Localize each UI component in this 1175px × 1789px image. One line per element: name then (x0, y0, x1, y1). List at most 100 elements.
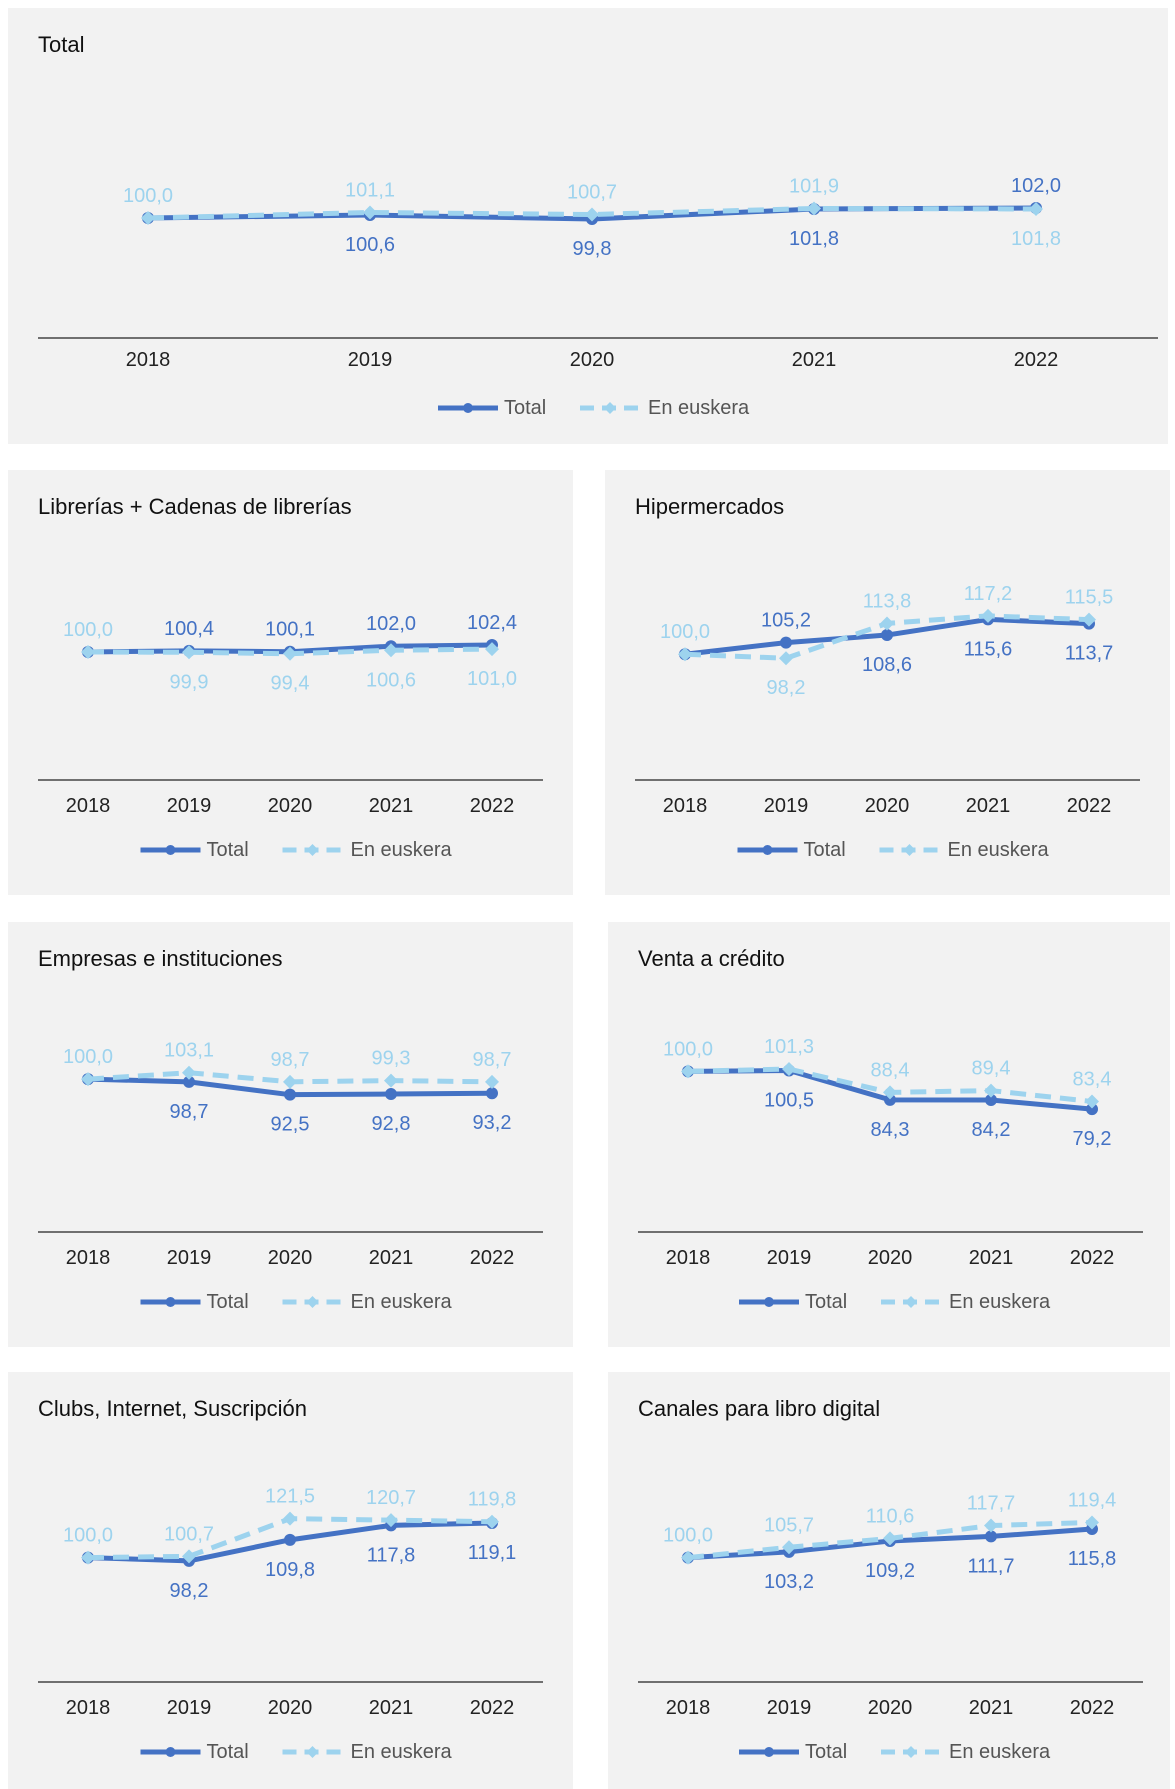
data-label-total: 103,2 (764, 1571, 814, 1593)
series-total-point (183, 1075, 195, 1088)
data-label-total: 108,6 (862, 654, 912, 676)
legend-euskera-label: En euskera (351, 1741, 453, 1763)
x-tick-label: 2018 (663, 795, 708, 817)
series-euskera-point (485, 642, 499, 657)
x-tick-label: 2022 (1067, 795, 1112, 817)
x-tick-label: 2018 (66, 795, 111, 817)
series-euskera-point (384, 1073, 398, 1088)
series-euskera-point (141, 211, 155, 225)
series-euskera-point (1082, 612, 1096, 627)
data-label-euskera: 119,4 (1068, 1489, 1117, 1511)
series-euskera-point (984, 1518, 998, 1533)
legend: Total En euskera (739, 1741, 1051, 1763)
data-label-total: 102,0 (366, 613, 416, 635)
data-label-euskera: 120,7 (366, 1487, 416, 1509)
chart-svg: 2018 2019 2020 2021 2022 100,5 84,3 84,2 79,2 100… (638, 1036, 1143, 1313)
data-label-euskera: 100,6 (366, 669, 416, 691)
legend-euskera-label: En euskera (351, 1291, 453, 1313)
data-label-total: 79,2 (1073, 1128, 1112, 1150)
data-label-euskera: 110,6 (866, 1505, 915, 1527)
legend: Total En euskera (140, 1291, 453, 1313)
series-total-point (1086, 1103, 1098, 1116)
x-tick-label: 2022 (470, 1697, 515, 1719)
data-label-total: 98,2 (170, 1580, 209, 1602)
data-label-euskera: 117,7 (967, 1493, 1016, 1515)
legend-total-marker (463, 403, 473, 413)
data-label-euskera: 101,0 (467, 668, 517, 690)
series-euskera-point (585, 207, 599, 222)
legend-total-label: Total (805, 1291, 847, 1313)
x-tick-label: 2021 (792, 349, 837, 371)
x-tick-label: 2020 (865, 795, 910, 817)
data-label-euskera: 83,4 (1073, 1068, 1112, 1090)
series-euskera-point (883, 1085, 897, 1100)
chart-title: Empresas e instituciones (38, 946, 283, 971)
data-label-euskera: 119,8 (468, 1489, 517, 1511)
chart-panel: Clubs, Internet, Suscripción 2018 2019 2020… (8, 1372, 573, 1789)
data-label-euskera: 99,9 (170, 671, 209, 693)
data-label-total: 100,6 (345, 234, 395, 256)
x-tick-label: 2021 (369, 1247, 414, 1269)
x-tick-label: 2019 (167, 1247, 212, 1269)
x-tick-label: 2022 (470, 1247, 515, 1269)
data-label-total: 115,6 (964, 638, 1013, 660)
legend-total-label: Total (207, 1741, 249, 1763)
series-euskera-point (681, 1550, 695, 1565)
series-euskera-point (81, 1072, 95, 1087)
x-tick-label: 2022 (1070, 1247, 1115, 1269)
legend-total-label: Total (504, 397, 546, 419)
legend-euskera-marker (306, 1746, 319, 1758)
series-euskera-point (485, 1074, 499, 1089)
series-euskera-point (384, 1513, 398, 1528)
data-label-total: 117,8 (367, 1544, 416, 1566)
series-total-point (881, 629, 893, 642)
series-euskera-point (681, 1064, 695, 1079)
chart-svg: 2018 2019 2020 2021 2022 103,2 109,2 111,7 115,8… (638, 1489, 1143, 1763)
legend: Total En euskera (140, 839, 453, 861)
data-label-euskera: 113,8 (863, 590, 912, 612)
series-euskera-point (182, 645, 196, 660)
data-label-total: 100,1 (265, 619, 315, 641)
series-euskera-point (81, 645, 95, 659)
x-tick-label: 2020 (570, 349, 615, 371)
data-label-euskera: 100,0 (123, 185, 173, 207)
data-label-euskera: 88,4 (871, 1059, 910, 1081)
legend-total-label: Total (207, 839, 249, 861)
series-euskera-point (283, 646, 297, 661)
data-label-euskera: 101,3 (764, 1036, 814, 1058)
chart-panel: Venta a crédito 2018 2019 2020 2021 2022 100,5… (608, 922, 1170, 1347)
series-euskera-point (984, 1083, 998, 1098)
data-label-total: 113,7 (1065, 643, 1114, 665)
data-label-euskera: 100,0 (63, 1046, 113, 1068)
legend-euskera-label: En euskera (648, 397, 750, 419)
data-label-euskera: 99,4 (271, 673, 310, 695)
data-label-total: 119,1 (468, 1542, 517, 1564)
chart-title: Clubs, Internet, Suscripción (38, 1396, 308, 1421)
data-label-euskera: 100,7 (164, 1523, 214, 1545)
x-tick-label: 2019 (767, 1247, 812, 1269)
series-total-point (284, 1533, 296, 1546)
series-euskera-point (81, 1550, 95, 1565)
series-euskera-point (880, 616, 894, 631)
x-tick-label: 2021 (369, 1697, 414, 1719)
data-label-euskera: 100,0 (63, 1525, 113, 1547)
chart-svg: 2018 2019 2020 2021 2022 98,7 92,5 92,8 93,2 100,… (38, 1040, 543, 1313)
legend-total-marker (762, 845, 773, 855)
chart-title: Venta a crédito (638, 946, 785, 971)
data-label-total: 92,8 (372, 1113, 411, 1135)
x-tick-label: 2018 (66, 1247, 111, 1269)
x-tick-label: 2021 (369, 795, 414, 817)
data-label-total: 102,0 (1011, 175, 1061, 197)
legend-euskera-marker (905, 1746, 917, 1758)
series-total-point (985, 1530, 997, 1543)
legend: Total En euskera (140, 1741, 453, 1763)
data-label-total: 84,2 (972, 1119, 1011, 1141)
chart-svg: 2018 2019 2020 2021 2022 100,6 99,8 101,8 102,0 1… (38, 175, 1158, 419)
series-euskera-point (782, 1062, 796, 1077)
series-euskera-point (363, 205, 377, 220)
chart-svg: 2018 2019 2020 2021 2022 100,4 100,1 102,0 102,4… (38, 612, 543, 861)
series-euskera-point (1085, 1094, 1099, 1109)
series-euskera-point (782, 1540, 796, 1555)
series-euskera-point (807, 201, 821, 216)
legend-total-marker (764, 1297, 774, 1307)
